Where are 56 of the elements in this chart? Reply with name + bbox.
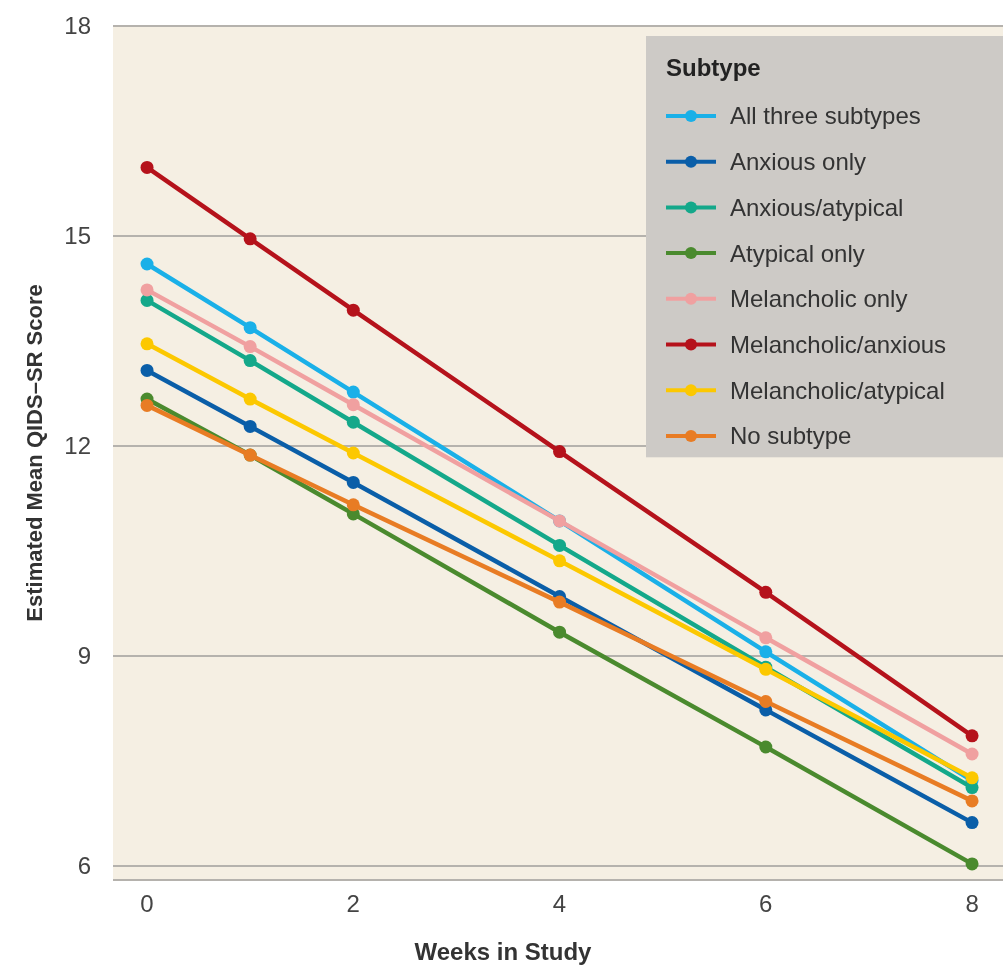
point bbox=[759, 740, 773, 754]
y-tick-label: 12 bbox=[64, 432, 91, 460]
legend-label: Melancholic only bbox=[730, 285, 908, 313]
point bbox=[346, 415, 360, 429]
point bbox=[965, 857, 979, 871]
point bbox=[243, 354, 257, 368]
legend-title: Subtype bbox=[666, 54, 761, 81]
y-tick-label: 18 bbox=[64, 12, 91, 40]
point bbox=[346, 446, 360, 460]
legend-label: No subtype bbox=[730, 422, 852, 450]
point bbox=[965, 747, 979, 761]
point bbox=[346, 398, 360, 412]
y-tick-label: 9 bbox=[77, 642, 91, 670]
point bbox=[965, 816, 979, 830]
x-axis-title: Weeks in Study bbox=[414, 938, 593, 965]
point bbox=[553, 554, 567, 568]
point bbox=[243, 232, 257, 246]
legend-label: Anxious only bbox=[730, 148, 867, 176]
point bbox=[243, 321, 257, 335]
point bbox=[759, 631, 773, 645]
point bbox=[243, 419, 257, 433]
point bbox=[140, 257, 154, 271]
x-tick-label: 4 bbox=[552, 890, 567, 917]
legend-label: All three subtypes bbox=[730, 102, 921, 130]
point bbox=[346, 498, 360, 512]
point bbox=[346, 475, 360, 489]
x-tick-label: 8 bbox=[965, 890, 979, 917]
point bbox=[140, 160, 154, 174]
point bbox=[243, 392, 257, 406]
point bbox=[140, 337, 154, 351]
point bbox=[553, 625, 567, 639]
x-tick-label: 0 bbox=[140, 890, 154, 917]
point bbox=[346, 303, 360, 317]
point bbox=[140, 293, 154, 307]
point bbox=[346, 385, 360, 399]
point bbox=[243, 340, 257, 354]
point bbox=[553, 445, 567, 459]
point bbox=[759, 585, 773, 599]
y-axis-title: Estimated Mean QIDS–SR Score bbox=[22, 284, 47, 622]
legend-label: Anxious/atypical bbox=[730, 193, 904, 221]
point bbox=[965, 794, 979, 808]
x-tick-label: 6 bbox=[759, 890, 773, 917]
point bbox=[140, 363, 154, 377]
point bbox=[965, 729, 979, 743]
x-tick-label: 2 bbox=[346, 890, 360, 917]
point bbox=[759, 645, 773, 659]
point bbox=[553, 595, 567, 609]
legend-label: Melancholic/atypical bbox=[730, 376, 945, 404]
point bbox=[553, 538, 567, 552]
y-tick-label: 15 bbox=[64, 222, 91, 250]
legend-label: Melancholic/anxious bbox=[730, 330, 947, 358]
legend-label: Atypical only bbox=[730, 239, 865, 267]
point bbox=[759, 695, 773, 708]
point bbox=[140, 283, 154, 297]
point bbox=[140, 398, 154, 412]
y-tick-label: 6 bbox=[77, 852, 91, 880]
